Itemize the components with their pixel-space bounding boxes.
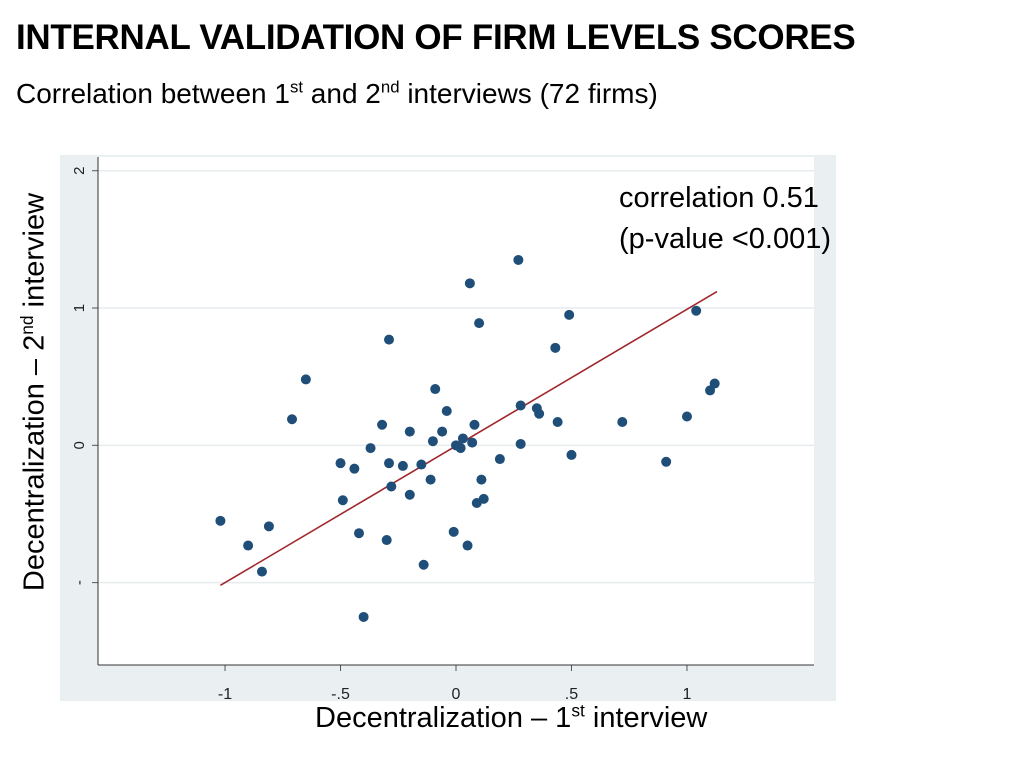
scatter-point (550, 342, 561, 353)
scatter-point (256, 566, 267, 577)
subtitle-text-3: interviews (72 firms) (399, 78, 658, 109)
scatter-point (427, 436, 438, 447)
scatter-point (564, 309, 575, 320)
x-tick-label: -1 (218, 686, 232, 703)
scatter-point (335, 458, 346, 469)
scatter-point (404, 489, 415, 500)
y-axis-label: Decentralization – 2nd interview (16, 192, 52, 592)
scatter-point (358, 611, 369, 622)
y-tick-label: - (71, 580, 88, 585)
scatter-point (448, 526, 459, 537)
scatter-point (661, 456, 672, 467)
y-axis-label-sup: nd (16, 315, 37, 335)
scatter-point (349, 463, 360, 474)
subtitle-text-1: Correlation between 1 (16, 78, 290, 109)
p-value: (p-value <0.001) (619, 223, 831, 255)
scatter-point (513, 254, 524, 265)
scatter-point (515, 438, 526, 449)
scatter-point (617, 416, 628, 427)
scatter-point (515, 400, 526, 411)
scatter-point (464, 278, 475, 289)
scatter-point (455, 443, 466, 454)
subtitle-text-2: and 2 (303, 78, 381, 109)
x-tick-label: -.5 (331, 686, 350, 703)
scatter-point (457, 433, 468, 444)
x-tick-label: .5 (565, 686, 578, 703)
scatter-point (469, 419, 480, 430)
scatter-point (384, 458, 395, 469)
scatter-point (287, 414, 298, 425)
x-tick-label: 1 (683, 686, 692, 703)
fitted-line (220, 290, 718, 587)
scatter-point (418, 559, 429, 570)
scatter-point (384, 334, 395, 345)
scatter-point (300, 374, 311, 385)
correlation-value: correlation 0.51 (619, 182, 819, 214)
scatter-point (494, 454, 505, 465)
scatter-point (386, 481, 397, 492)
scatter-point (437, 426, 448, 437)
scatter-point (416, 459, 427, 470)
x-axis-label-text-2: interview (584, 702, 708, 734)
scatter-point (381, 535, 392, 546)
x-axis-label: Decentralization – 1st interview (315, 702, 707, 735)
plot-area (98, 157, 814, 665)
scatter-point (476, 474, 487, 485)
y-tick-label: 1 (71, 304, 88, 312)
correlation-annotation: correlation 0.51 (p-value <0.001) (619, 178, 831, 260)
scatter-point (709, 378, 720, 389)
y-axis-label-text-2: interview (18, 192, 51, 316)
scatter-point (681, 411, 692, 422)
x-tick-label: 0 (452, 686, 461, 703)
scatter-point (263, 521, 274, 532)
scatter-point (430, 384, 441, 395)
scatter-point (462, 540, 473, 551)
scatter-point (337, 495, 348, 506)
page-title: INTERNAL VALIDATION OF FIRM LEVELS SCORE… (16, 18, 856, 57)
scatter-point (215, 515, 226, 526)
y-tick-label: 0 (71, 441, 88, 449)
scatter-point (441, 406, 452, 416)
scatter-point (552, 416, 563, 427)
scatter-point (353, 528, 364, 539)
scatter-point (474, 318, 485, 329)
scatter-point (404, 426, 415, 437)
scatter-point (243, 540, 254, 551)
scatter-point (425, 474, 436, 485)
scatter-point (691, 305, 702, 316)
scatter-point (365, 443, 376, 454)
subtitle-sup-2: nd (380, 77, 400, 97)
x-axis-label-text-1: Decentralization – 1 (315, 702, 572, 734)
scatter-point (478, 493, 489, 504)
scatter-point (377, 419, 388, 430)
scatter-point (534, 408, 545, 419)
subtitle-sup-1: st (289, 77, 304, 97)
x-axis-label-sup: st (571, 700, 585, 721)
y-tick-label: 2 (71, 167, 88, 175)
scatter-point (397, 460, 408, 471)
scatter-point (467, 437, 478, 448)
page-subtitle: Correlation between 1st and 2nd intervie… (16, 78, 658, 110)
y-axis-label-text-1: Decentralization – 2 (18, 334, 51, 592)
scatter-point (566, 449, 577, 460)
